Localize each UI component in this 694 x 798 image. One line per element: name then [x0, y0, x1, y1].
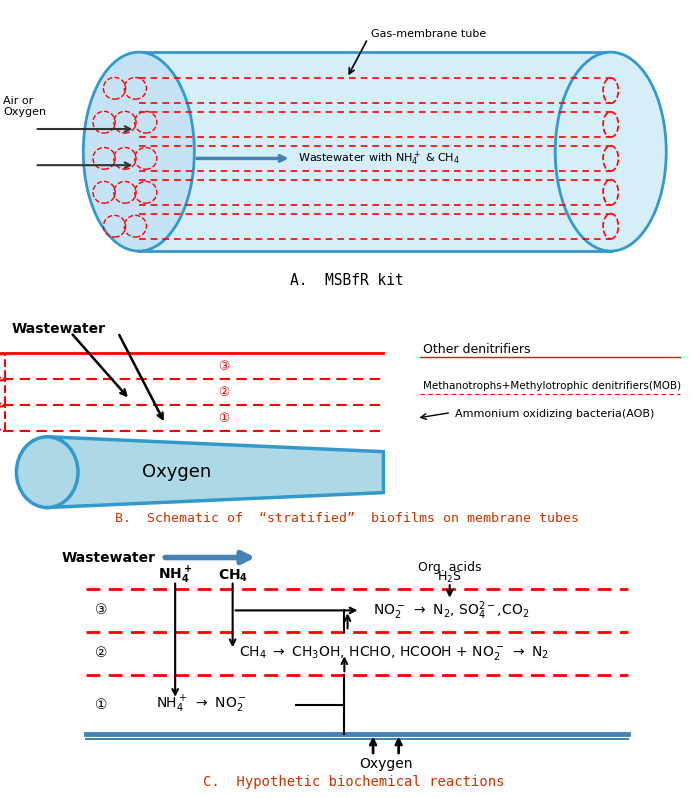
Text: NH$_4^+$ $\rightarrow$ NO$_2^-$: NH$_4^+$ $\rightarrow$ NO$_2^-$ — [156, 694, 247, 715]
Text: Wastewater: Wastewater — [12, 322, 105, 336]
Text: $\mathbf{CH_4}$: $\mathbf{CH_4}$ — [217, 567, 248, 584]
Text: Oxygen: Oxygen — [359, 757, 413, 771]
Text: ③: ③ — [96, 603, 108, 618]
Polygon shape — [47, 437, 383, 508]
Ellipse shape — [555, 52, 666, 251]
Text: CH$_4$ $\rightarrow$ CH$_3$OH, HCHO, HCOOH + NO$_2^-$ $\rightarrow$ N$_2$: CH$_4$ $\rightarrow$ CH$_3$OH, HCHO, HCO… — [239, 645, 549, 662]
Text: H$_2$S: H$_2$S — [437, 570, 462, 585]
Ellipse shape — [83, 52, 194, 251]
Text: $\mathbf{NH_4^+}$: $\mathbf{NH_4^+}$ — [158, 565, 192, 587]
Text: Oxygen: Oxygen — [142, 463, 212, 481]
Text: NO$_2^-$ $\rightarrow$ N$_2$, SO$_4^{2-}$,CO$_2$: NO$_2^-$ $\rightarrow$ N$_2$, SO$_4^{2-}… — [373, 599, 530, 622]
Text: Wastewater: Wastewater — [62, 551, 156, 564]
Text: Air or
Oxygen: Air or Oxygen — [3, 96, 46, 117]
Text: ③: ③ — [219, 360, 230, 373]
Text: Org. acids: Org. acids — [418, 561, 482, 574]
Polygon shape — [139, 52, 611, 251]
Text: Wastewater with NH$_4^+$ & CH$_4$: Wastewater with NH$_4^+$ & CH$_4$ — [298, 149, 460, 168]
Text: Other denitrifiers: Other denitrifiers — [423, 343, 531, 356]
Text: B.  Schematic of  “stratified”  biofilms on membrane tubes: B. Schematic of “stratified” biofilms on… — [115, 512, 579, 525]
Text: A.  MSBfR kit: A. MSBfR kit — [290, 273, 404, 288]
Text: Gas-membrane tube: Gas-membrane tube — [371, 29, 486, 39]
Text: Ammonium oxidizing bacteria(AOB): Ammonium oxidizing bacteria(AOB) — [455, 409, 654, 420]
Text: C.  Hypothetic biochemical reactions: C. Hypothetic biochemical reactions — [203, 776, 505, 789]
Text: ①: ① — [219, 412, 230, 425]
Text: ②: ② — [219, 385, 230, 398]
Ellipse shape — [17, 437, 78, 508]
Text: ①: ① — [96, 697, 108, 712]
Text: ②: ② — [96, 646, 108, 661]
Text: Methanotrophs+Methylotrophic denitrifiers(MOB): Methanotrophs+Methylotrophic denitrifier… — [423, 381, 682, 392]
